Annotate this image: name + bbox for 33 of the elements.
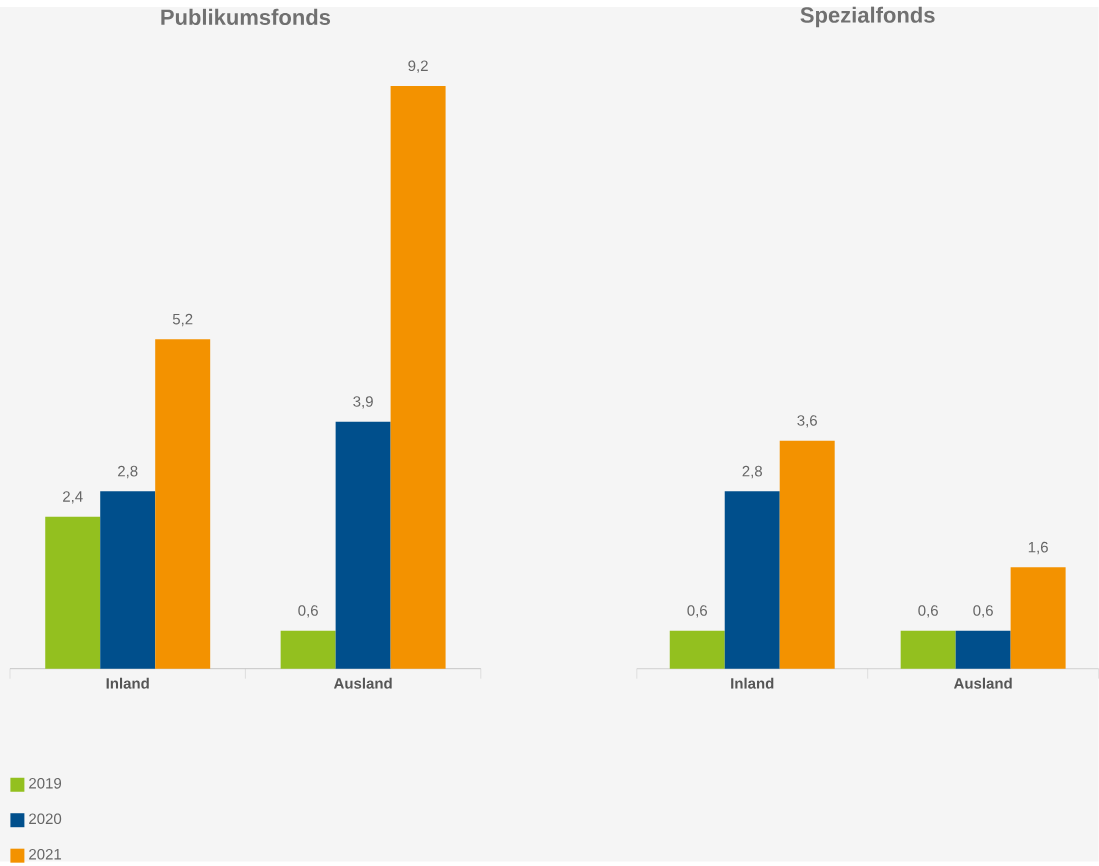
data-label: 3,6 bbox=[797, 414, 817, 428]
data-label: 2,4 bbox=[63, 490, 83, 504]
bar bbox=[155, 339, 211, 669]
data-label: 3,9 bbox=[353, 395, 373, 409]
data-label: 2,8 bbox=[742, 465, 762, 479]
bar bbox=[335, 421, 391, 669]
legend-label: 2020 bbox=[29, 813, 62, 824]
bar bbox=[280, 630, 336, 669]
bar bbox=[1010, 567, 1066, 669]
bar bbox=[100, 491, 156, 669]
bar bbox=[390, 85, 446, 669]
data-label: 9,2 bbox=[408, 60, 428, 73]
data-label: 0,6 bbox=[973, 605, 993, 618]
data-label: 2,8 bbox=[118, 465, 138, 479]
x-tick-label: Ausland bbox=[333, 677, 392, 689]
bar bbox=[724, 491, 780, 669]
bar bbox=[45, 516, 101, 669]
data-label: 0,6 bbox=[298, 605, 318, 618]
x-tick-label: Inland bbox=[731, 677, 774, 689]
chart-title: Publikumsfonds bbox=[161, 8, 331, 25]
bar bbox=[955, 630, 1011, 669]
x-tick-label: Inland bbox=[106, 677, 149, 689]
bar bbox=[900, 630, 956, 669]
legend-label: 2021 bbox=[29, 848, 62, 860]
data-label: 0,6 bbox=[918, 605, 938, 618]
chart-title: Spezialfonds bbox=[800, 6, 935, 27]
data-label: 0,6 bbox=[687, 605, 708, 618]
data-label: 5,2 bbox=[172, 313, 193, 327]
bar bbox=[779, 440, 835, 669]
legend-label: 2019 bbox=[29, 777, 62, 789]
data-label: 1,6 bbox=[1028, 541, 1048, 555]
bar bbox=[669, 630, 725, 669]
x-tick-label: Ausland bbox=[953, 677, 1012, 689]
